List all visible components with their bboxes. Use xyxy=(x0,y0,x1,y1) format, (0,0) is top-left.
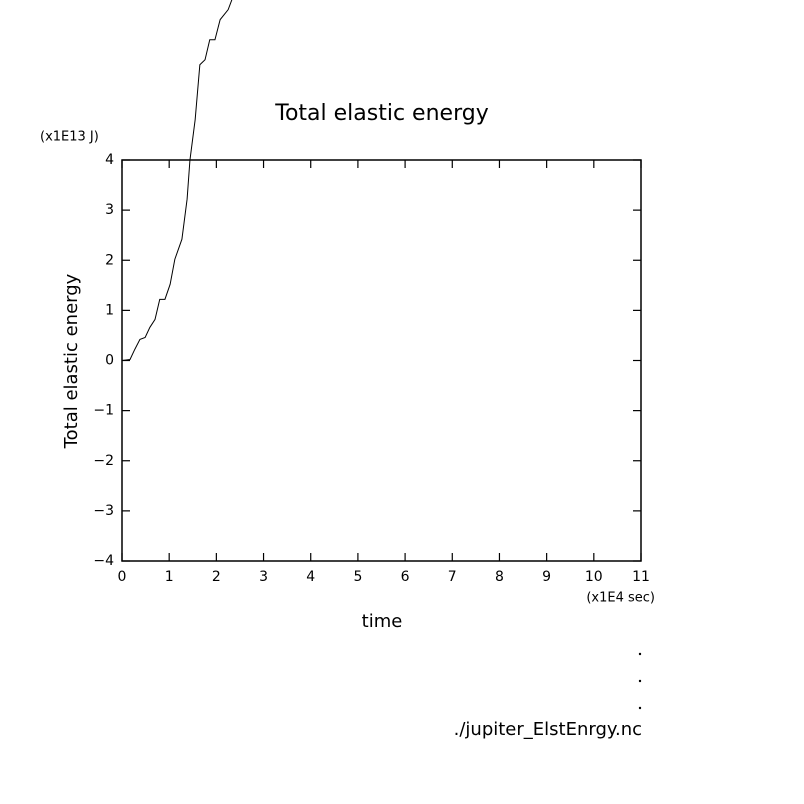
x-axis-label: time xyxy=(362,611,403,632)
x-tick-label: 9 xyxy=(542,569,551,585)
dot xyxy=(638,706,642,710)
dot xyxy=(638,652,642,656)
source-file: ./jupiter_ElstEnrgy.nc xyxy=(454,719,642,740)
chart-title: Total elastic energy xyxy=(274,101,488,126)
y-unit: (x1E13 J) xyxy=(40,130,99,145)
y-tick-label: −4 xyxy=(93,553,114,569)
y-tick-label: 2 xyxy=(105,252,114,268)
x-tick-label: 11 xyxy=(632,569,650,585)
y-tick-label: 1 xyxy=(105,302,114,318)
x-tick-label: 6 xyxy=(401,569,410,585)
x-tick-label: 10 xyxy=(585,569,603,585)
x-unit: (x1E4 sec) xyxy=(586,591,655,606)
y-tick-label: 0 xyxy=(105,353,114,369)
x-tick-label: 7 xyxy=(448,569,457,585)
x-tick-label: 4 xyxy=(306,569,315,585)
y-tick-label: 4 xyxy=(105,152,114,168)
y-tick-label: −2 xyxy=(93,453,114,469)
x-tick-label: 5 xyxy=(353,569,362,585)
x-tick-label: 2 xyxy=(212,569,221,585)
data-line xyxy=(121,0,233,361)
dot xyxy=(638,679,642,683)
x-tick-label: 0 xyxy=(118,569,127,585)
y-tick-label: −3 xyxy=(93,503,114,519)
y-axis-label: Total elastic energy xyxy=(61,273,82,449)
x-tick-label: 1 xyxy=(165,569,174,585)
y-tick-label: 3 xyxy=(105,202,114,218)
y-tick-label: −1 xyxy=(93,403,114,419)
x-tick-label: 8 xyxy=(495,569,504,585)
x-tick-label: 3 xyxy=(259,569,268,585)
